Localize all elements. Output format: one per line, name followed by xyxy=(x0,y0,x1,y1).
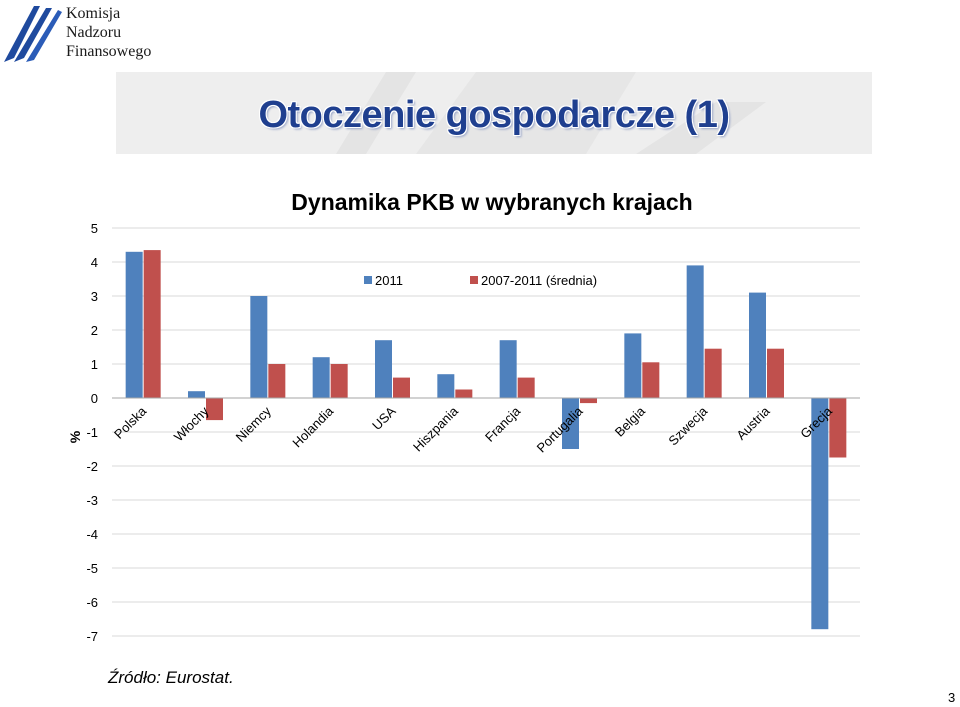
legend-swatch xyxy=(470,276,478,284)
gdp-bar-chart: Dynamika PKB w wybranych krajach 5 4 3 2 1 0 -… xyxy=(67,189,860,644)
y-tick-label: -5 xyxy=(86,561,98,576)
x-category-label: Belgia xyxy=(612,403,649,440)
y-tick-label: -6 xyxy=(86,595,98,610)
bar-series-2011-usa xyxy=(375,340,392,398)
y-tick-label: 4 xyxy=(91,255,98,270)
logo-line-3: Finansowego xyxy=(66,43,152,60)
bar-series-avg-włochy xyxy=(206,398,223,421)
bar-series-avg-szwecja xyxy=(704,348,722,398)
bar-series-2011-austria xyxy=(749,292,766,398)
y-tick-label: 5 xyxy=(91,221,98,236)
legend-label: 2007-2011 (średnia) xyxy=(481,273,597,288)
y-tick-label: 0 xyxy=(91,391,98,406)
bar-series-avg-usa xyxy=(393,377,410,398)
y-axis-ticks: 5 4 3 2 1 0 -1 -2 -3 -4 -5 -6 -7 xyxy=(86,221,98,644)
y-axis-label: % xyxy=(67,430,83,443)
bar-series-avg-portugalia xyxy=(580,398,597,404)
x-category-label: Włochy xyxy=(171,403,212,444)
slide-title: Otoczenie gospodarcze (1) xyxy=(258,94,730,136)
bar-series-2011-francja xyxy=(499,340,517,398)
y-tick-label: 2 xyxy=(91,323,98,338)
bar-series-avg-niemcy xyxy=(268,364,286,398)
bar-series-2011-grecja xyxy=(811,398,829,630)
bar-series-2011-holandia xyxy=(312,357,330,398)
x-category-label: Francja xyxy=(482,403,524,445)
legend-label: 2011 xyxy=(375,273,403,288)
logo-line-1: Komisja xyxy=(66,5,121,22)
x-category-label: Niemcy xyxy=(233,403,275,445)
chart-title: Dynamika PKB w wybranych krajach xyxy=(291,189,692,215)
logo-line-2: Nadzoru xyxy=(66,24,122,41)
bar-series-2011-włochy xyxy=(188,391,205,398)
y-tick-label: -7 xyxy=(86,629,98,644)
bar-series-2011-szwecja xyxy=(686,265,704,398)
legend: 2011 2007-2011 (średnia) xyxy=(364,273,597,288)
bar-series-avg-austria xyxy=(767,348,784,398)
x-category-label: Austria xyxy=(733,403,773,443)
bar-series-avg-francja xyxy=(517,377,535,398)
bar-series-avg-holandia xyxy=(330,364,348,398)
bars xyxy=(125,250,847,630)
x-category-label: USA xyxy=(369,403,399,433)
bar-series-2011-hiszpania xyxy=(437,374,455,398)
bar-series-avg-belgia xyxy=(642,362,660,398)
bar-series-2011-polska xyxy=(125,251,143,398)
y-tick-label: -3 xyxy=(86,493,98,508)
source-note: Źródło: Eurostat. xyxy=(108,668,234,687)
bar-series-avg-polska xyxy=(143,250,161,398)
x-category-label: Holandia xyxy=(289,403,336,450)
y-tick-label: -1 xyxy=(86,425,98,440)
bar-series-avg-hiszpania xyxy=(455,389,473,398)
bar-series-avg-grecja xyxy=(829,398,847,458)
legend-swatch xyxy=(364,276,372,284)
x-category-label: Hiszpania xyxy=(410,403,462,455)
x-category-label: Szwecja xyxy=(665,403,710,448)
bar-series-2011-niemcy xyxy=(250,296,268,398)
y-tick-label: 3 xyxy=(91,289,98,304)
banner-watermark xyxy=(336,72,766,154)
title-banner: Otoczenie gospodarcze (1) xyxy=(116,72,872,154)
bar-series-2011-portugalia xyxy=(562,398,579,449)
x-category-label: Polska xyxy=(111,403,150,442)
logo: Komisja Nadzoru Finansowego xyxy=(0,0,170,70)
gridlines xyxy=(112,227,860,637)
y-tick-label: -2 xyxy=(86,459,98,474)
logo-text: Komisja Nadzoru Finansowego xyxy=(66,4,151,61)
knf-logo-mark-icon xyxy=(4,6,62,62)
page-number: 3 xyxy=(948,690,956,705)
y-tick-label: 1 xyxy=(91,357,98,372)
y-tick-label: -4 xyxy=(86,527,98,542)
bar-series-2011-belgia xyxy=(624,333,642,398)
